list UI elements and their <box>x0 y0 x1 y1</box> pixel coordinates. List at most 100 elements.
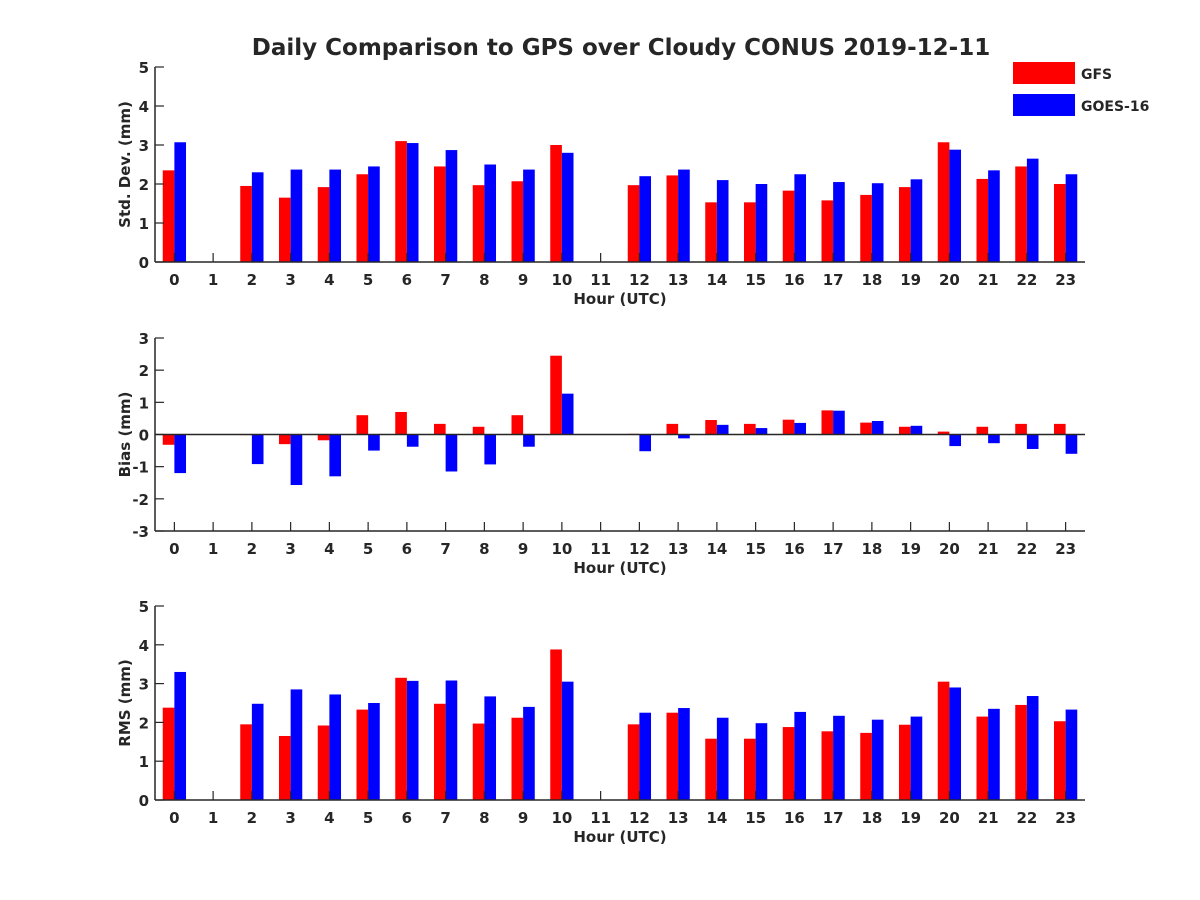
x-tick-label-rms-3: 3 <box>285 809 295 827</box>
bar-rms-goes16-hour-21 <box>988 708 1000 800</box>
x-tick-label-rms-2: 2 <box>247 809 257 827</box>
x-tick-label-std-11: 11 <box>590 271 611 289</box>
bar-bias-goes16-hour-4 <box>329 434 342 477</box>
x-tick-label-std-20: 20 <box>939 271 960 289</box>
bar-bias-goes16-hour-7 <box>445 434 458 472</box>
bar-std-goes16-hour-7 <box>445 150 458 262</box>
bar-rms-goes16-hour-18 <box>871 719 884 800</box>
bar-std-gfs-hour-8 <box>472 185 485 262</box>
bar-std-goes16-hour-13 <box>678 169 690 262</box>
bar-rms-gfs-hour-13 <box>666 712 679 800</box>
bar-rms-gfs-hour-19 <box>899 724 911 800</box>
x-tick-label-std-8: 8 <box>479 271 489 289</box>
bar-bias-goes16-hour-13 <box>678 434 690 439</box>
x-tick-label-std-18: 18 <box>861 271 882 289</box>
bar-std-gfs-hour-17 <box>821 200 834 262</box>
bar-bias-gfs-hour-23 <box>1054 423 1066 435</box>
y-tick-label-std-4: 4 <box>139 98 149 116</box>
x-tick-label-bias-11: 11 <box>590 540 611 558</box>
legend-label-gfs: GFS <box>1081 67 1112 83</box>
bar-rms-goes16-hour-13 <box>678 708 690 800</box>
bar-rms-goes16-hour-12 <box>639 712 652 800</box>
x-tick-label-rms-9: 9 <box>518 809 528 827</box>
bar-rms-gfs-hour-10 <box>550 649 562 800</box>
x-tick-label-std-14: 14 <box>706 271 727 289</box>
bar-rms-gfs-hour-12 <box>627 724 640 800</box>
x-tick-label-std-9: 9 <box>518 271 528 289</box>
bar-rms-goes16-hour-14 <box>716 717 729 800</box>
bar-rms-gfs-hour-7 <box>434 703 446 800</box>
y-tick-label-bias--1: -1 <box>132 459 149 477</box>
y-tick-label-rms-5: 5 <box>139 598 149 616</box>
x-tick-label-std-21: 21 <box>978 271 999 289</box>
x-tick-label-std-16: 16 <box>784 271 805 289</box>
bar-std-goes16-hour-6 <box>406 143 419 262</box>
bar-std-goes16-hour-10 <box>561 152 574 262</box>
y-tick-label-bias-1: 1 <box>139 394 149 412</box>
bar-bias-goes16-hour-16 <box>794 422 807 435</box>
bar-std-gfs-hour-21 <box>976 178 989 262</box>
bar-bias-gfs-hour-3 <box>279 434 291 445</box>
x-tick-label-rms-23: 23 <box>1055 809 1076 827</box>
x-tick-label-rms-14: 14 <box>706 809 727 827</box>
bar-std-goes16-hour-19 <box>910 179 923 262</box>
bar-std-gfs-hour-20 <box>937 142 950 262</box>
bar-std-goes16-hour-17 <box>833 182 845 262</box>
bar-rms-goes16-hour-5 <box>368 703 380 800</box>
x-tick-label-std-12: 12 <box>629 271 650 289</box>
x-tick-label-bias-8: 8 <box>479 540 489 558</box>
bar-std-gfs-hour-19 <box>899 187 911 262</box>
bar-bias-goes16-hour-14 <box>716 424 729 435</box>
bar-bias-goes16-hour-12 <box>639 434 652 452</box>
x-tick-label-rms-7: 7 <box>440 809 450 827</box>
x-tick-label-std-5: 5 <box>363 271 373 289</box>
x-axis-label-std: Hour (UTC) <box>573 290 666 308</box>
bar-bias-goes16-hour-10 <box>561 393 574 435</box>
chart-title: Daily Comparison to GPS over Cloudy CONU… <box>252 35 990 61</box>
x-tick-label-rms-19: 19 <box>900 809 921 827</box>
bar-rms-goes16-hour-8 <box>484 696 497 800</box>
bar-rms-goes16-hour-4 <box>329 694 342 800</box>
x-tick-label-bias-0: 0 <box>169 540 179 558</box>
x-tick-label-bias-18: 18 <box>861 540 882 558</box>
x-tick-label-rms-13: 13 <box>668 809 689 827</box>
bar-rms-goes16-hour-9 <box>523 706 535 800</box>
bar-std-goes16-hour-12 <box>639 176 652 262</box>
y-tick-label-bias--2: -2 <box>132 491 149 509</box>
bar-bias-gfs-hour-6 <box>395 411 407 435</box>
bar-bias-goes16-hour-18 <box>871 420 884 435</box>
bar-rms-gfs-hour-5 <box>356 709 369 800</box>
bar-std-goes16-hour-2 <box>251 172 264 262</box>
bar-rms-gfs-hour-2 <box>240 724 252 800</box>
bar-bias-goes16-hour-21 <box>988 434 1000 444</box>
bar-bias-goes16-hour-17 <box>833 410 845 435</box>
x-tick-label-rms-6: 6 <box>402 809 412 827</box>
bar-bias-goes16-hour-6 <box>406 434 419 447</box>
bar-rms-goes16-hour-19 <box>910 716 923 800</box>
bar-std-goes16-hour-16 <box>794 174 807 262</box>
bar-std-gfs-hour-5 <box>356 174 369 262</box>
x-tick-label-std-19: 19 <box>900 271 921 289</box>
bar-rms-goes16-hour-20 <box>949 687 962 800</box>
y-tick-label-rms-4: 4 <box>139 637 149 655</box>
y-tick-label-rms-1: 1 <box>139 753 149 771</box>
x-tick-label-bias-15: 15 <box>745 540 766 558</box>
bar-rms-gfs-hour-22 <box>1015 704 1027 800</box>
y-tick-label-std-5: 5 <box>139 59 149 77</box>
bar-bias-gfs-hour-10 <box>550 355 562 435</box>
bar-bias-gfs-hour-17 <box>821 410 834 435</box>
bar-rms-goes16-hour-6 <box>406 680 419 800</box>
x-tick-label-std-7: 7 <box>440 271 450 289</box>
y-tick-label-std-2: 2 <box>139 176 149 194</box>
x-tick-label-rms-17: 17 <box>823 809 844 827</box>
y-tick-label-rms-3: 3 <box>139 676 149 694</box>
bar-std-goes16-hour-14 <box>716 180 729 262</box>
x-tick-label-bias-23: 23 <box>1055 540 1076 558</box>
bar-rms-gfs-hour-8 <box>472 723 485 800</box>
bar-rms-gfs-hour-15 <box>744 738 756 800</box>
